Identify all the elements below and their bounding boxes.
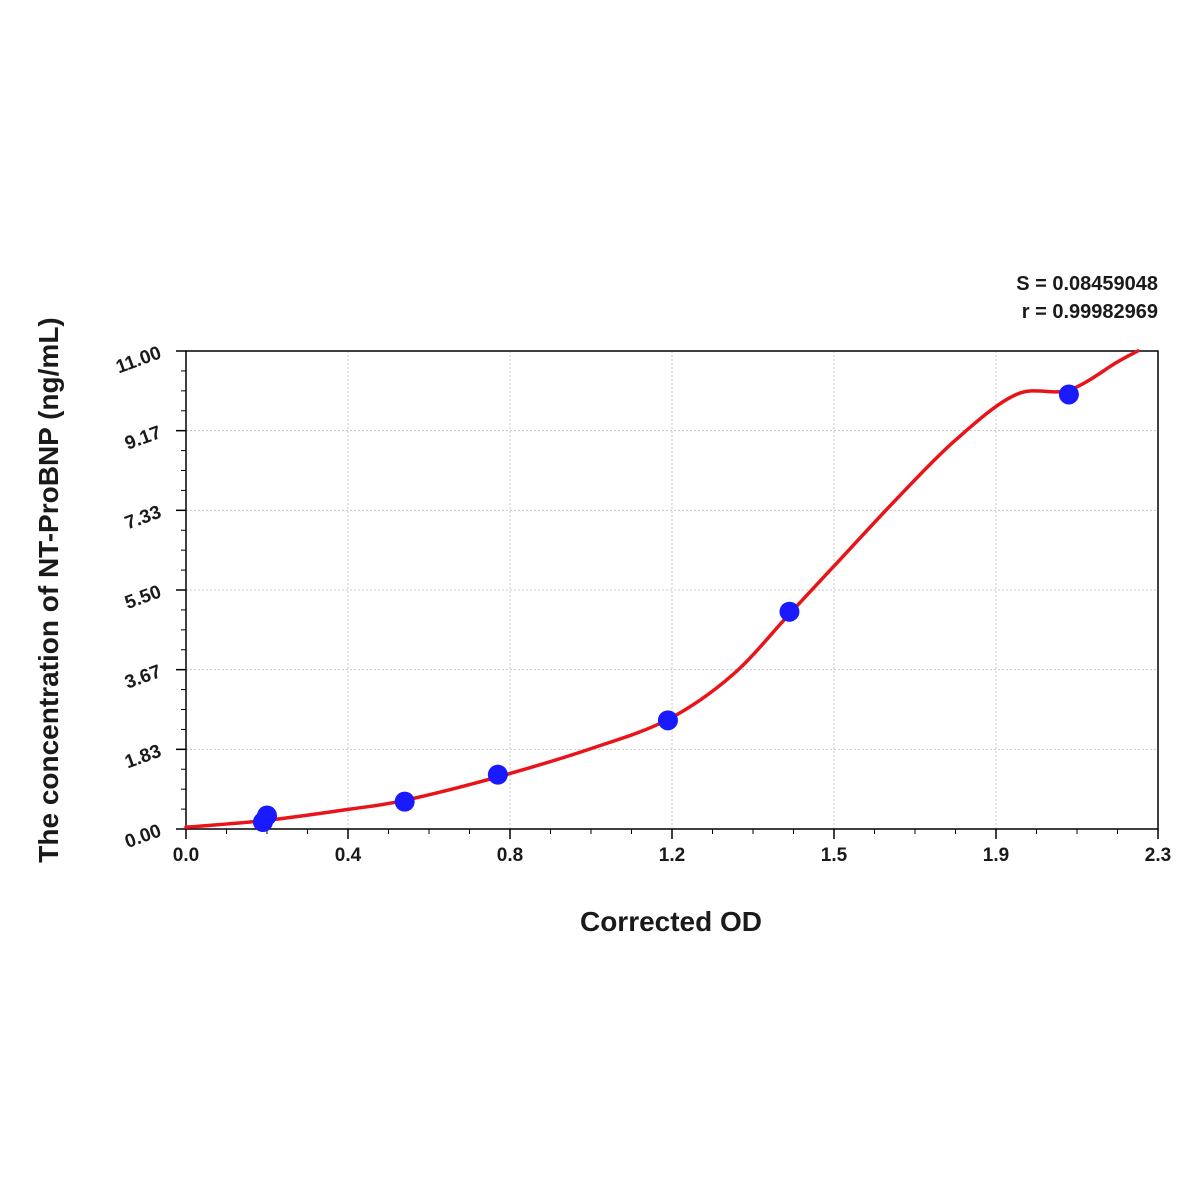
x-tick-label: 1.5 — [821, 845, 848, 866]
plot-area — [185, 350, 1159, 830]
x-tick-label: 1.9 — [983, 845, 1009, 866]
x-tick-label: 2.3 — [1145, 845, 1171, 866]
grid-lines — [186, 351, 1158, 829]
x-axis-title: Corrected OD — [580, 906, 762, 937]
s-statistic: S = 0.08459048 — [1016, 273, 1158, 295]
x-tick-labels: 0.0 0.4 0.8 1.2 1.5 1.9 2.3 — [173, 845, 1171, 866]
data-points — [252, 384, 1079, 833]
x-tick-label: 0.8 — [497, 845, 523, 866]
r-statistic: r = 0.99982969 — [1022, 301, 1158, 323]
data-point — [779, 601, 800, 622]
axis-ticks — [176, 350, 1159, 839]
y-axis-title: The concentration of NT-ProBNP (ng/mL) — [33, 317, 64, 862]
data-point — [657, 710, 678, 731]
x-tick-label: 0.0 — [173, 845, 199, 866]
x-tick-label: 1.2 — [659, 845, 685, 866]
data-point — [394, 791, 415, 812]
data-point — [257, 805, 277, 826]
fit-curve — [184, 349, 1140, 830]
data-point — [1058, 384, 1079, 405]
x-tick-label: 0.4 — [335, 845, 362, 866]
data-point — [487, 764, 508, 785]
